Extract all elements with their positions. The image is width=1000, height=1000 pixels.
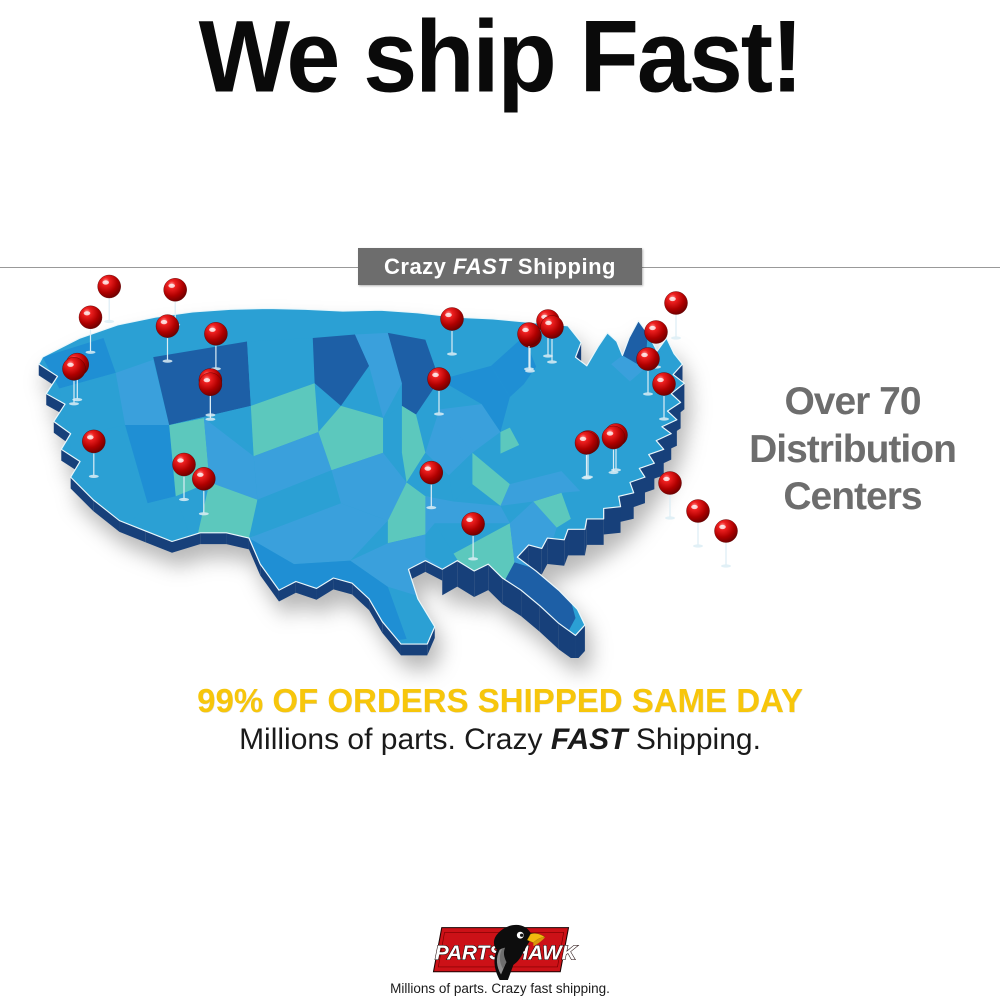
svg-text:PARTS: PARTS: [435, 941, 503, 964]
